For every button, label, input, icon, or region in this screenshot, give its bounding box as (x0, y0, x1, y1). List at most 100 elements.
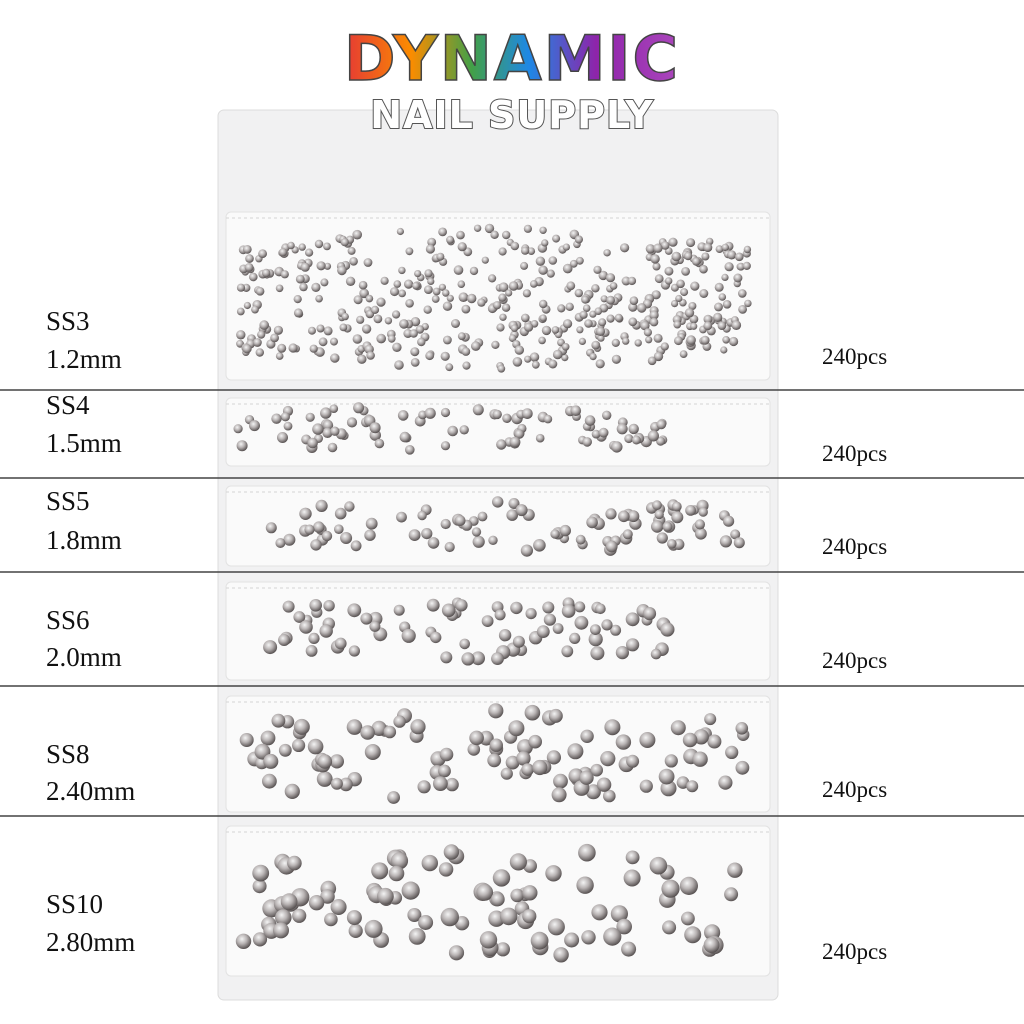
rhinestone (653, 333, 663, 343)
rhinestone (487, 753, 502, 768)
rhinestone (520, 544, 534, 557)
rhinestone (424, 407, 436, 419)
rhinestone (515, 504, 528, 517)
rhinestone (579, 770, 594, 785)
rhinestone (690, 322, 698, 330)
rhinestone (323, 600, 335, 612)
rhinestone (284, 783, 300, 800)
rhinestone (724, 262, 734, 272)
rhinestone (323, 262, 332, 270)
rhinestone (259, 320, 270, 330)
rhinestone (522, 909, 537, 924)
rhinestone (574, 601, 586, 613)
rhinestone (307, 738, 324, 755)
rhinestone (312, 423, 324, 435)
compartment (225, 581, 771, 681)
rhinestone (471, 527, 482, 537)
rhinestone (500, 767, 513, 780)
rhinestone (532, 759, 548, 776)
rhinestone (243, 301, 251, 310)
rhinestone (327, 442, 338, 453)
rhinestone (293, 308, 303, 318)
rhinestone (412, 282, 420, 290)
rhinestone (582, 437, 592, 447)
rhinestone (310, 539, 322, 551)
rhinestone (352, 229, 363, 240)
rhinestone (524, 322, 534, 332)
rhinestone (724, 887, 739, 902)
rhinestone (479, 931, 498, 949)
rhinestone (348, 923, 363, 939)
rhinestone (715, 245, 724, 254)
rhinestone (440, 907, 459, 927)
rhinestone (524, 355, 532, 363)
rhinestone (523, 224, 533, 233)
rhinestone (590, 763, 603, 777)
rhinestone (239, 733, 254, 747)
rhinestone (308, 326, 316, 335)
rhinestone (553, 773, 568, 789)
rhinestone (346, 910, 362, 926)
rhinestone (316, 771, 333, 787)
rhinestone (508, 281, 519, 291)
rhinestone (394, 360, 404, 370)
rhinestone (347, 603, 362, 618)
rhinestone (647, 430, 660, 442)
rhinestone (721, 243, 729, 252)
rhinestone (611, 354, 622, 364)
rhinestone (627, 276, 637, 286)
rhinestone (473, 224, 482, 232)
rhinestone (561, 645, 574, 658)
rhinestone (316, 261, 326, 271)
rhinestone (488, 703, 504, 719)
rhinestone (440, 651, 453, 664)
rhinestone (561, 604, 576, 618)
rhinestone (578, 843, 596, 862)
rhinestone (252, 932, 268, 947)
rhinestone (293, 611, 306, 623)
rhinestone (548, 256, 558, 265)
rhinestone (730, 529, 741, 540)
rhinestone (649, 317, 659, 327)
rhinestone (321, 530, 333, 542)
rhinestone (443, 844, 460, 860)
rhinestone (688, 302, 697, 310)
rhinestone (414, 270, 422, 278)
rhinestone (275, 284, 284, 293)
rhinestone (585, 784, 601, 800)
rhinestone (570, 405, 582, 417)
rhinestone (384, 317, 393, 325)
rhinestone (580, 729, 594, 743)
rhinestone (665, 277, 673, 285)
rhinestone (509, 853, 527, 871)
rhinestone (676, 279, 685, 289)
rhinestone (257, 330, 266, 339)
rhinestone (539, 299, 548, 309)
rhinestone (650, 254, 660, 264)
count-label: 240pcs (822, 441, 887, 466)
rhinestone (744, 299, 752, 308)
rhinestone (682, 732, 698, 748)
rhinestone (260, 730, 276, 746)
rhinestone (686, 780, 699, 793)
rhinestone (236, 440, 248, 452)
rhinestone (245, 254, 254, 263)
rhinestone (458, 292, 469, 303)
rhinestone (606, 314, 615, 323)
rhinestone (653, 351, 664, 362)
rhinestone (454, 515, 466, 526)
rhinestone (292, 908, 307, 923)
rhinestone (588, 632, 603, 647)
rhinestone (505, 755, 520, 770)
rhinestone (442, 301, 453, 311)
rhinestone (426, 598, 440, 612)
rhinestone (417, 780, 431, 794)
rhinestone (535, 256, 546, 266)
rhinestone (396, 227, 404, 236)
mm-label: 1.2mm (46, 344, 122, 374)
rhinestone (390, 287, 399, 297)
rhinestone (541, 325, 552, 336)
rhinestone (315, 294, 323, 303)
rhinestone (364, 744, 381, 760)
rhinestone (737, 262, 745, 271)
